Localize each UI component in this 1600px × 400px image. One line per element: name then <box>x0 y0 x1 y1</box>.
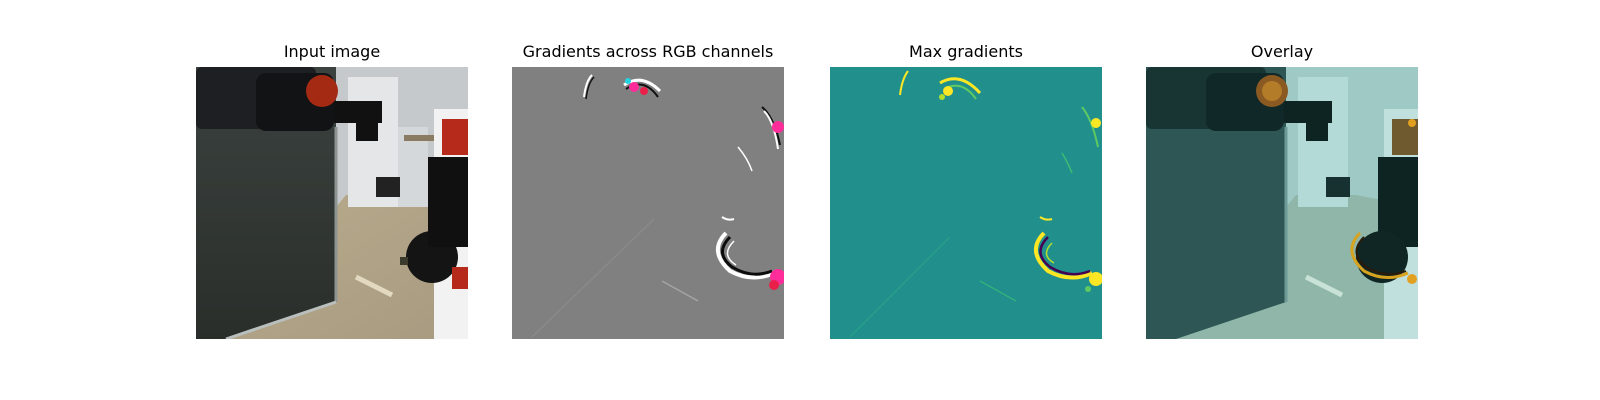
floor-stick <box>354 274 394 298</box>
glass-wall <box>1146 67 1286 339</box>
gradient-arc-lower <box>716 231 775 280</box>
rgb-gradient-map <box>512 67 784 339</box>
robot-joint-red <box>306 75 338 107</box>
monitor <box>376 177 400 197</box>
overlay-image <box>1146 67 1418 339</box>
overlay-arc <box>1350 231 1409 279</box>
gradient-arc-lower <box>1034 231 1093 280</box>
panel-rgb-gradients: Gradients across RGB channels <box>512 40 784 340</box>
panel-overlay: Overlay <box>1146 40 1418 340</box>
panel-title: Overlay <box>1250 42 1314 61</box>
panel-input-image: Input image <box>196 40 468 340</box>
viridis-field <box>830 67 1102 339</box>
max-gradient-heatmap <box>830 67 1102 339</box>
gradient-hotspot <box>943 86 953 96</box>
panel-title: Max gradients <box>909 42 1023 61</box>
panel-title: Gradients across RGB channels <box>522 42 774 61</box>
gradient-hotspot <box>629 82 639 92</box>
input-image <box>196 67 468 339</box>
glass-wall <box>196 67 336 339</box>
panel-max-gradients: Max gradients <box>830 40 1102 340</box>
panel-title: Input image <box>283 42 381 61</box>
gray-field <box>512 67 784 339</box>
